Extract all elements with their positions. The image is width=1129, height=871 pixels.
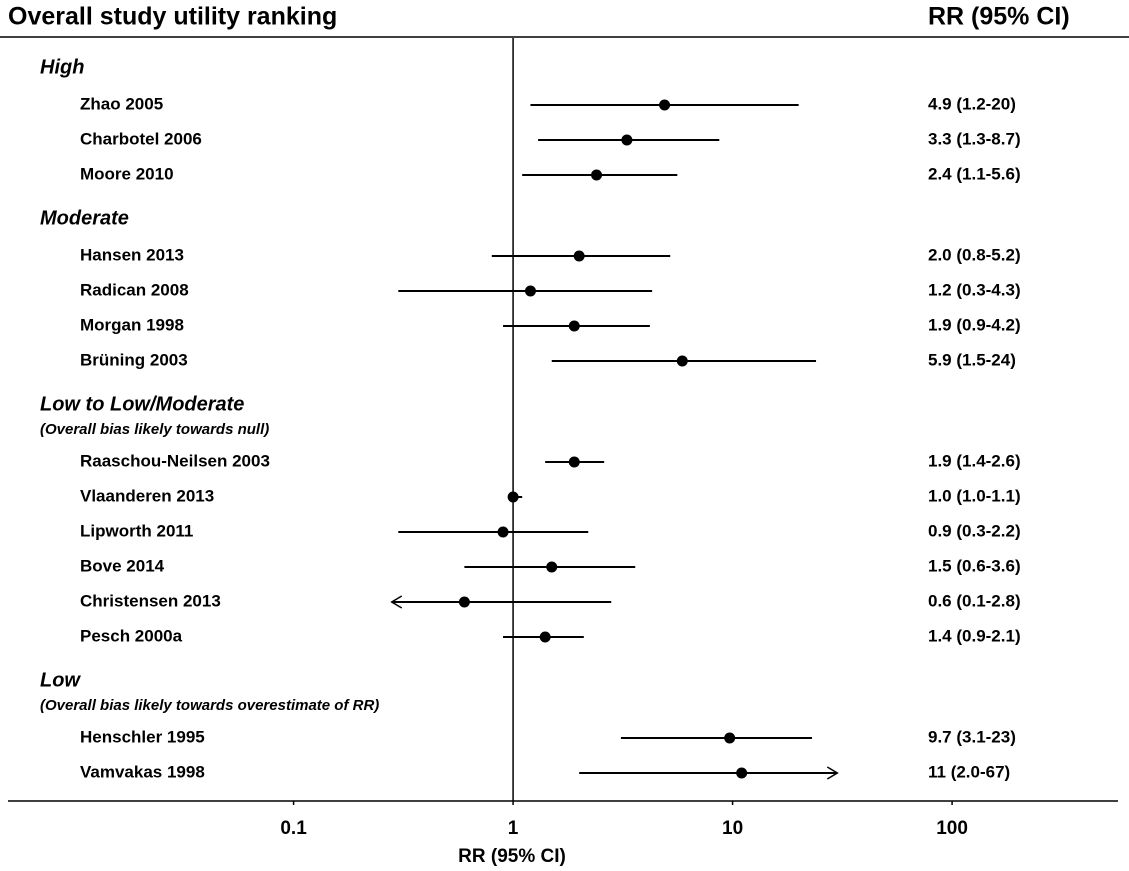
point-estimate: [546, 561, 558, 573]
study-label: Radican 2008: [80, 280, 189, 299]
study-label: Charbotel 2006: [80, 129, 202, 148]
study-label: Vamvakas 1998: [80, 762, 205, 781]
point-estimate: [497, 526, 509, 538]
group-label: Low: [40, 669, 81, 691]
point-estimate: [591, 169, 603, 181]
group-note: (Overall bias likely towards overestimat…: [40, 697, 379, 714]
point-estimate: [458, 596, 470, 608]
point-estimate: [659, 99, 671, 111]
ci-arrow: [826, 766, 839, 780]
study-label: Morgan 1998: [80, 315, 184, 334]
x-tick-label: 0.1: [280, 818, 307, 839]
ci-label: 1.9 (0.9-4.2): [928, 315, 1021, 334]
group-label: High: [40, 56, 84, 78]
value-header: RR (95% CI): [928, 3, 1070, 31]
point-estimate: [568, 320, 580, 332]
chart-title: Overall study utility ranking: [8, 3, 337, 31]
study-label: Moore 2010: [80, 164, 174, 183]
x-tick-label: 100: [936, 818, 968, 839]
study-label: Henschler 1995: [80, 727, 205, 746]
x-tick-label: 1: [508, 818, 519, 839]
point-estimate: [539, 631, 551, 643]
ci-label: 4.9 (1.2-20): [928, 94, 1016, 113]
x-tick-label: 10: [722, 818, 743, 839]
ci-label: 3.3 (1.3-8.7): [928, 129, 1021, 148]
ci-arrow: [390, 595, 403, 609]
group-label: Low to Low/Moderate: [40, 393, 244, 415]
study-label: Christensen 2013: [80, 591, 221, 610]
study-label: Brüning 2003: [80, 350, 188, 369]
ci-label: 11 (2.0-67): [928, 762, 1010, 781]
ci-label: 1.0 (1.0-1.1): [928, 486, 1021, 505]
ci-label: 0.6 (0.1-2.8): [928, 591, 1021, 610]
ci-label: 1.9 (1.4-2.6): [928, 451, 1021, 470]
study-label: Zhao 2005: [80, 94, 163, 113]
study-label: Hansen 2013: [80, 245, 184, 264]
group-label: Moderate: [40, 207, 129, 229]
group-note: (Overall bias likely towards null): [40, 421, 269, 438]
ci-label: 1.5 (0.6-3.6): [928, 556, 1021, 575]
ci-label: 0.9 (0.3-2.2): [928, 521, 1021, 540]
ci-label: 1.2 (0.3-4.3): [928, 280, 1021, 299]
study-label: Pesch 2000a: [80, 626, 183, 645]
study-label: Lipworth 2011: [80, 521, 193, 540]
point-estimate: [568, 456, 580, 468]
study-label: Bove 2014: [80, 556, 165, 575]
ci-label: 1.4 (0.9-2.1): [928, 626, 1021, 645]
study-label: Vlaanderen 2013: [80, 486, 214, 505]
point-estimate: [573, 250, 585, 262]
point-estimate: [621, 134, 633, 146]
ci-label: 2.0 (0.8-5.2): [928, 245, 1021, 264]
point-estimate: [724, 732, 736, 744]
x-axis-title: RR (95% CI): [458, 846, 566, 867]
point-estimate: [524, 285, 536, 297]
ci-label: 5.9 (1.5-24): [928, 350, 1016, 369]
point-estimate: [507, 491, 519, 503]
point-estimate: [676, 355, 688, 367]
point-estimate: [736, 767, 748, 779]
study-label: Raaschou-Neilsen 2003: [80, 451, 270, 470]
ci-label: 2.4 (1.1-5.6): [928, 164, 1021, 183]
ci-label: 9.7 (3.1-23): [928, 727, 1016, 746]
